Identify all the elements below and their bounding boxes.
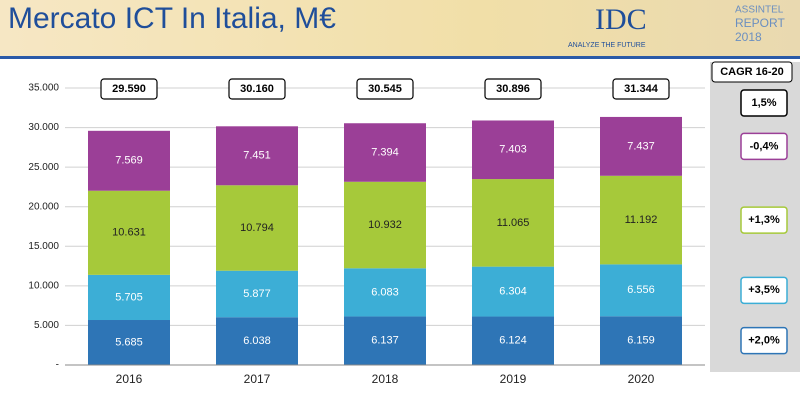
bar-segment	[600, 175, 682, 265]
cagr-label: +3,5%	[748, 284, 780, 296]
bar-segment	[472, 316, 554, 365]
bar-segment	[472, 120, 554, 180]
cagr-box	[740, 276, 788, 305]
data-label: 6.124	[499, 335, 527, 347]
cagr-label: +2,0%	[748, 335, 780, 347]
x-tick-label: 2016	[116, 372, 143, 386]
bar-segment	[216, 126, 298, 186]
header-rule	[0, 56, 800, 59]
y-tick-label: 15.000	[28, 241, 59, 252]
data-label: 10.932	[368, 219, 402, 231]
bar-segment	[344, 123, 426, 182]
y-tick-label: 25.000	[28, 162, 59, 173]
bar-segment	[88, 190, 170, 275]
data-label: 10.631	[112, 227, 146, 239]
bar-segment	[88, 274, 170, 321]
data-label: 7.569	[115, 155, 143, 167]
logo-tagline: ANALYZE THE FUTURE	[568, 42, 646, 49]
header-band	[0, 0, 800, 56]
data-label: 6.556	[627, 284, 655, 296]
cagr-title-box	[711, 61, 793, 83]
y-tick-label: 5.000	[34, 320, 59, 331]
logo2: REPORT	[735, 16, 785, 30]
total-box	[612, 78, 670, 100]
cagr-title: CAGR 16-20	[720, 66, 784, 78]
y-tick-label: 30.000	[28, 122, 59, 133]
data-label: 6.137	[371, 335, 399, 347]
bar-segment	[344, 181, 426, 269]
data-label: 6.038	[243, 335, 271, 347]
total-box	[484, 78, 542, 100]
data-label: 7.451	[243, 150, 271, 162]
bar-segment	[344, 268, 426, 317]
page-title: Mercato ICT In Italia, M€	[8, 2, 336, 35]
data-label: 10.794	[240, 222, 274, 234]
cagr-label: 1,5%	[751, 97, 776, 109]
data-label: 6.159	[627, 335, 655, 347]
data-label: 11.065	[497, 217, 530, 229]
data-label: 5.705	[115, 291, 143, 303]
data-label: 7.394	[371, 146, 399, 158]
data-label: 7.437	[627, 140, 655, 152]
logo2: 2018	[735, 30, 762, 44]
y-tick-label: 10.000	[28, 280, 59, 291]
data-label: 5.685	[115, 336, 143, 348]
x-tick-label: 2018	[372, 372, 399, 386]
bar-segment	[600, 264, 682, 317]
cagr-box	[740, 132, 788, 161]
bar-segment	[216, 317, 298, 365]
bar-segment	[600, 316, 682, 365]
y-tick-label: 35.000	[28, 83, 59, 94]
cagr-box	[740, 89, 788, 117]
bar-segment	[88, 320, 170, 365]
cagr-box	[740, 326, 788, 355]
y-tick-label: 20.000	[28, 201, 59, 212]
total-label: 30.896	[496, 83, 530, 95]
bar-segment	[216, 185, 298, 271]
cagr-box	[740, 206, 788, 234]
data-label: 11.192	[625, 214, 658, 226]
data-label: 7.403	[499, 144, 527, 156]
logo-idc: IDC	[595, 3, 647, 36]
total-label: 31.344	[624, 83, 659, 95]
x-tick-label: 2019	[500, 372, 527, 386]
data-label: 6.304	[499, 285, 527, 297]
bar-segment	[472, 266, 554, 317]
logo2: ASSINTEL	[735, 5, 784, 16]
cagr-label: +1,3%	[748, 214, 780, 226]
data-label: 5.877	[243, 288, 271, 300]
total-label: 30.160	[240, 83, 274, 95]
y-tick-label: -	[56, 360, 59, 371]
bar-segment	[216, 270, 298, 318]
cagr-label: -0,4%	[750, 140, 779, 152]
data-label: 6.083	[371, 286, 399, 298]
bar-segment	[344, 316, 426, 365]
bar-segment	[472, 179, 554, 267]
total-label: 30.545	[368, 83, 402, 95]
bar-segment	[88, 130, 170, 191]
total-label: 29.590	[112, 83, 146, 95]
total-box	[356, 78, 414, 100]
total-box	[228, 78, 286, 100]
bar-segment	[600, 116, 682, 176]
x-tick-label: 2020	[628, 372, 655, 386]
total-box	[100, 78, 158, 100]
x-tick-label: 2017	[244, 372, 271, 386]
